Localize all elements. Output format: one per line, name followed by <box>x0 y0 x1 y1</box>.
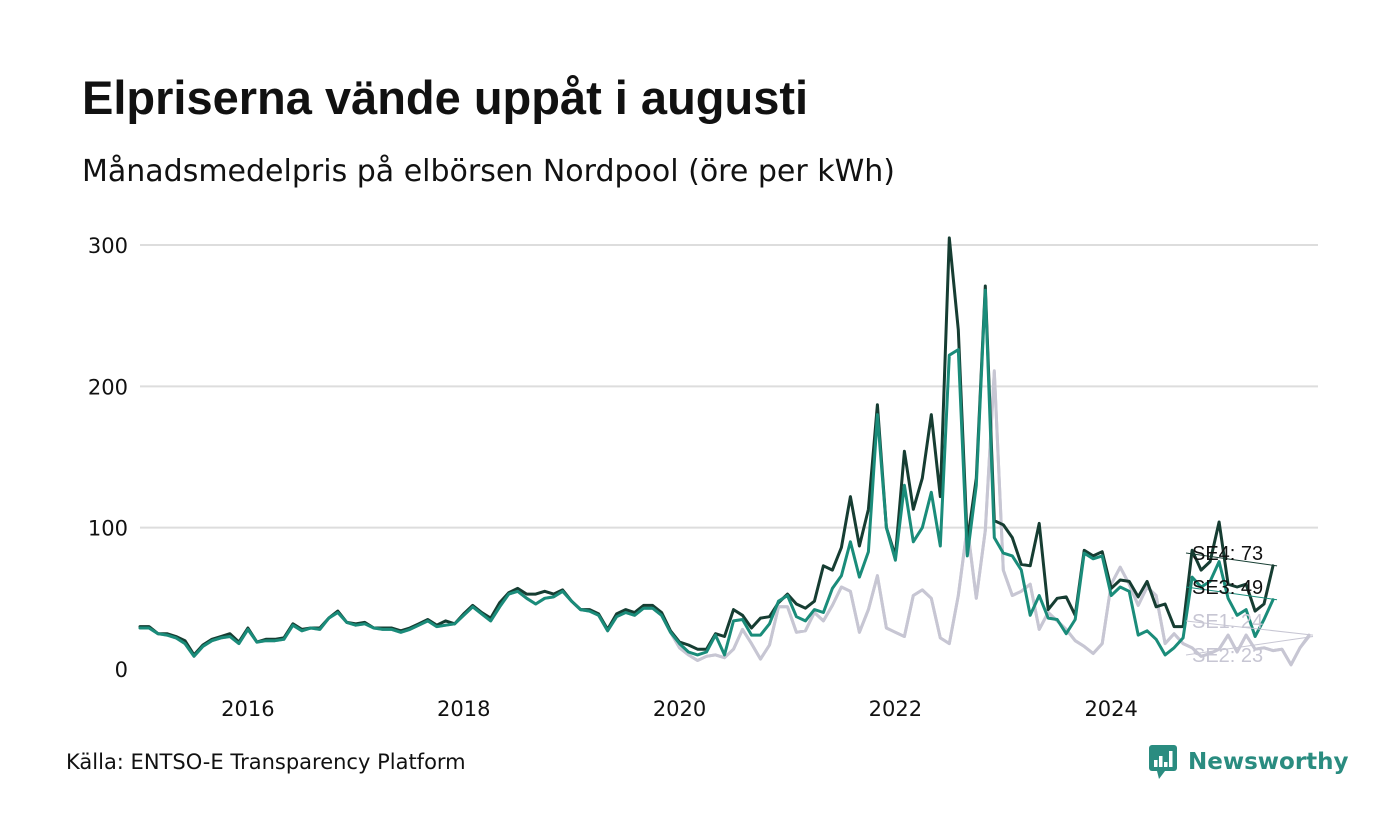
end-label-se4: SE4: 73 <box>1192 543 1263 565</box>
x-axis: 2016 2018 2020 2022 2024 <box>221 697 1138 721</box>
y-tick-label: 300 <box>88 234 128 258</box>
end-label-se2: SE2: 23 <box>1192 645 1263 667</box>
leader-line-se4 <box>1185 552 1278 567</box>
source-note: Källa: ENTSO-E Transparency Platform <box>66 750 466 774</box>
x-tick-label: 2018 <box>437 697 490 721</box>
x-tick-label: 2016 <box>221 697 274 721</box>
chart-subtitle: Månadsmedelpris på elbörsen Nordpool (ör… <box>82 154 895 189</box>
leader-line-se3 <box>1185 586 1278 601</box>
y-axis: 0 100 200 300 <box>88 234 128 682</box>
end-label-se3: SE3: 49 <box>1192 577 1263 599</box>
x-tick-label: 2024 <box>1084 697 1137 721</box>
bar-chart-speech-bubble-icon <box>1149 745 1177 779</box>
y-tick-label: 200 <box>88 375 128 399</box>
leader-line-se1 <box>1185 620 1314 636</box>
series-line-se1 <box>138 370 1311 667</box>
x-tick-label: 2020 <box>653 697 706 721</box>
x-tick-label: 2022 <box>869 697 922 721</box>
leader-line-se2 <box>1185 635 1314 656</box>
y-tick-label: 0 <box>115 658 128 682</box>
end-labels: SE2: 23 SE1: 24 SE4: 73 SE3: 49 <box>1185 543 1314 667</box>
series-line-se4 <box>138 236 1275 657</box>
gridlines <box>140 244 1318 529</box>
end-label-se1: SE1: 24 <box>1192 611 1263 633</box>
newsworthy-logo: Newsworthy <box>1148 744 1349 780</box>
series-line-se3 <box>138 288 1275 658</box>
series-line-se2 <box>138 369 1311 667</box>
brand-name: Newsworthy <box>1188 749 1349 775</box>
y-tick-label: 100 <box>88 517 128 541</box>
series-lines <box>138 236 1311 667</box>
chart-title: Elpriserna vände uppåt i augusti <box>82 71 809 124</box>
